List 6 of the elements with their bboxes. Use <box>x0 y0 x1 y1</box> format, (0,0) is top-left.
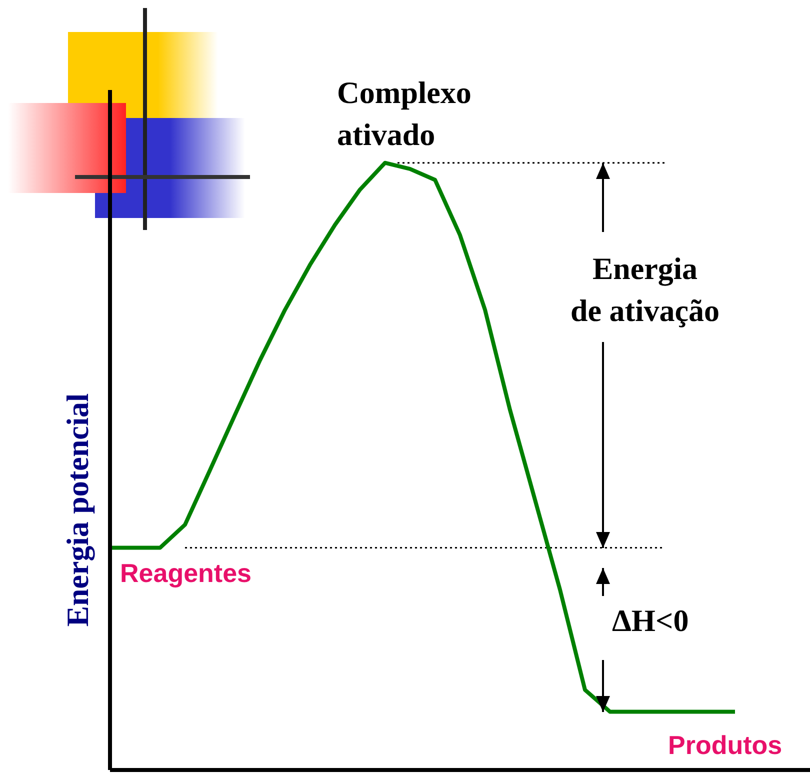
annotation: Energia de ativação <box>570 250 720 330</box>
text: Complexo ativado <box>337 74 472 154</box>
y-axis-title: Energia potencial <box>60 393 96 627</box>
annotation: ΔH<0 <box>612 602 690 640</box>
annotation: Produtos <box>668 729 784 762</box>
annotation: Reagentes <box>120 557 252 590</box>
